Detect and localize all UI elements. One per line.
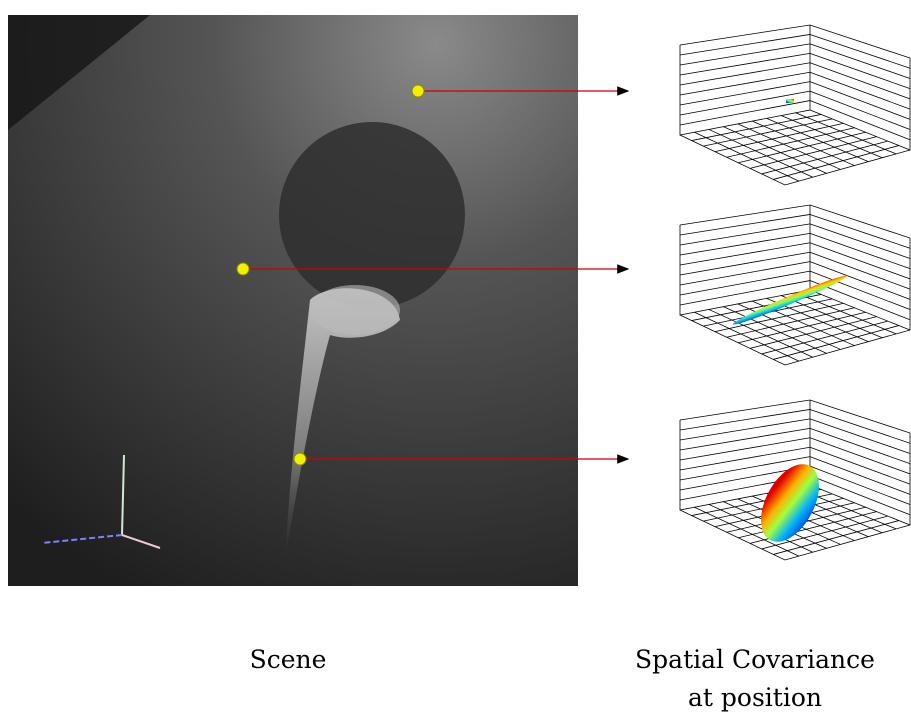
plot-grid xyxy=(810,447,910,484)
plot-grid xyxy=(810,466,910,504)
plot-grid xyxy=(810,419,910,454)
plot-grid xyxy=(810,438,910,474)
plot-grid xyxy=(781,296,882,338)
plot-grid xyxy=(715,123,843,151)
covariance-plot xyxy=(680,25,910,185)
covariance-label: at position xyxy=(688,683,822,712)
plot-grid xyxy=(680,243,810,265)
plot-grid xyxy=(680,63,810,85)
covariance-plot xyxy=(680,205,910,365)
plot-grid xyxy=(796,293,897,334)
plot-grid xyxy=(680,224,810,245)
plot-grid xyxy=(773,326,899,360)
plot-wall xyxy=(680,205,910,330)
plot-grid xyxy=(680,34,810,55)
plot-grid xyxy=(810,409,910,443)
plot-grid xyxy=(680,262,810,285)
plot-grid xyxy=(773,146,899,180)
plot-grid xyxy=(680,72,810,95)
plot-grid xyxy=(810,243,910,279)
plot-grid xyxy=(738,132,865,163)
plot-grid xyxy=(680,428,810,450)
sample-point xyxy=(237,263,249,275)
plot-grid xyxy=(723,307,826,354)
plot-grid xyxy=(680,271,810,295)
plot-grid xyxy=(738,124,841,170)
plot-grid xyxy=(680,252,810,275)
plot-grid xyxy=(680,53,810,75)
plot-grid xyxy=(810,214,910,248)
plot-grid xyxy=(680,233,810,255)
plot-grid xyxy=(810,34,910,68)
plot-grid xyxy=(810,224,910,259)
plot-grid xyxy=(762,141,888,174)
plot-grid xyxy=(810,63,910,99)
plot-grid xyxy=(680,419,810,440)
plot-grid xyxy=(727,128,855,157)
plot-floor xyxy=(680,315,910,365)
plot-grid xyxy=(750,137,877,169)
plot-grid xyxy=(750,317,877,349)
plot-grid xyxy=(762,321,888,354)
plot-grid xyxy=(810,457,910,495)
plot-grid xyxy=(781,116,882,158)
plot-grid xyxy=(738,304,841,350)
plot-grid xyxy=(723,127,826,174)
plot-grid xyxy=(680,91,810,115)
plot-grid xyxy=(727,308,855,337)
plot-grid xyxy=(680,101,810,125)
plot-wall xyxy=(680,25,810,135)
plot-grid xyxy=(796,113,897,154)
plot-grid xyxy=(810,262,910,300)
plot-grid xyxy=(680,438,810,460)
plot-grid xyxy=(810,82,910,120)
plot-grid xyxy=(752,121,854,165)
sample-point xyxy=(294,453,306,465)
cone-cap xyxy=(310,285,400,335)
plot-grid xyxy=(680,409,810,430)
figure: Scene Spatial Covariance at position xyxy=(0,0,911,727)
covariance-shape xyxy=(731,272,848,328)
plot-grid xyxy=(709,309,813,357)
plot-grid xyxy=(709,129,813,177)
plot-grid xyxy=(810,428,910,463)
plot-floor xyxy=(680,135,910,185)
plot-grid xyxy=(692,114,821,140)
plot-grid xyxy=(680,447,810,470)
plot-grid xyxy=(680,214,810,235)
plot-grid xyxy=(694,132,798,181)
plot-grid xyxy=(767,118,869,161)
plot-grid xyxy=(810,53,910,88)
plot-grid xyxy=(810,44,910,79)
plot-grid xyxy=(703,119,832,146)
sample-point xyxy=(412,85,424,97)
page: Scene Spatial Covariance at position (()… xyxy=(0,0,911,727)
covariance-label: Spatial Covariance xyxy=(635,645,875,674)
covariance-shape xyxy=(786,99,794,103)
plot-grid xyxy=(810,72,910,109)
plot-grid xyxy=(680,44,810,65)
scene-label: Scene xyxy=(250,645,327,674)
plot-grid xyxy=(810,233,910,268)
plot-wall xyxy=(680,25,910,150)
plot-grid xyxy=(810,271,910,309)
sphere xyxy=(279,122,465,308)
plot-grid xyxy=(810,91,910,129)
